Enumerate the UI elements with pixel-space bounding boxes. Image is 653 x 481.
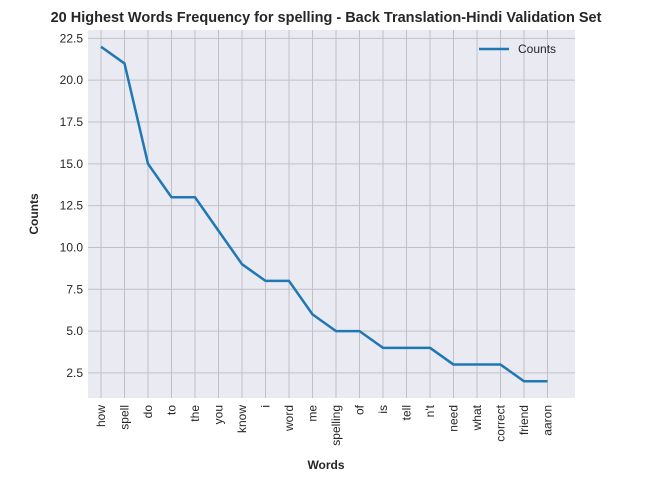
x-tick-label: do (141, 405, 155, 419)
x-tick-label: friend (517, 405, 531, 435)
y-axis-ticks: 2.5 5.0 7.5 10.0 12.5 15.0 17.5 20.0 22.5 (60, 31, 84, 380)
x-tick-label: spell (118, 405, 132, 430)
y-axis-label: Counts (27, 193, 41, 235)
x-tick-label: tell (400, 405, 414, 420)
x-tick-label: me (306, 405, 320, 422)
chart-title: 20 Highest Words Frequency for spelling … (51, 10, 602, 26)
y-tick-label: 10.0 (60, 240, 84, 254)
y-tick-label: 7.5 (66, 282, 83, 296)
x-tick-label: need (447, 405, 461, 432)
x-tick-label: what (470, 404, 484, 431)
plot-area (88, 30, 575, 398)
y-tick-label: 5.0 (66, 324, 83, 338)
x-axis-label: Words (307, 458, 344, 472)
x-tick-label: know (235, 405, 249, 433)
y-tick-label: 2.5 (66, 366, 83, 380)
x-tick-label: of (353, 404, 367, 415)
grid-lines (88, 30, 575, 398)
legend-label: Counts (518, 42, 556, 56)
x-tick-label: to (165, 405, 179, 415)
y-tick-label: 17.5 (60, 115, 84, 129)
x-tick-label: spelling (329, 405, 343, 446)
y-tick-label: 22.5 (60, 31, 84, 45)
series-line-counts (100, 45, 548, 383)
y-tick-label: 12.5 (60, 199, 84, 213)
x-tick-label: word (282, 405, 296, 432)
x-axis-ticks: how spell do to the you know i word me spelling of i… (94, 404, 555, 445)
x-tick-label: correct (494, 404, 508, 441)
series-line-group (100, 45, 548, 383)
x-tick-label: you (212, 405, 226, 424)
x-tick-label: is (376, 405, 390, 414)
y-tick-label: 15.0 (60, 157, 84, 171)
legend: Counts (479, 42, 556, 56)
x-tick-label: n't (423, 404, 437, 417)
x-tick-label: how (94, 405, 108, 427)
y-tick-label: 20.0 (60, 73, 84, 87)
x-tick-label: aaron (541, 405, 555, 436)
x-tick-label: the (188, 405, 202, 422)
x-tick-label: i (259, 405, 273, 408)
